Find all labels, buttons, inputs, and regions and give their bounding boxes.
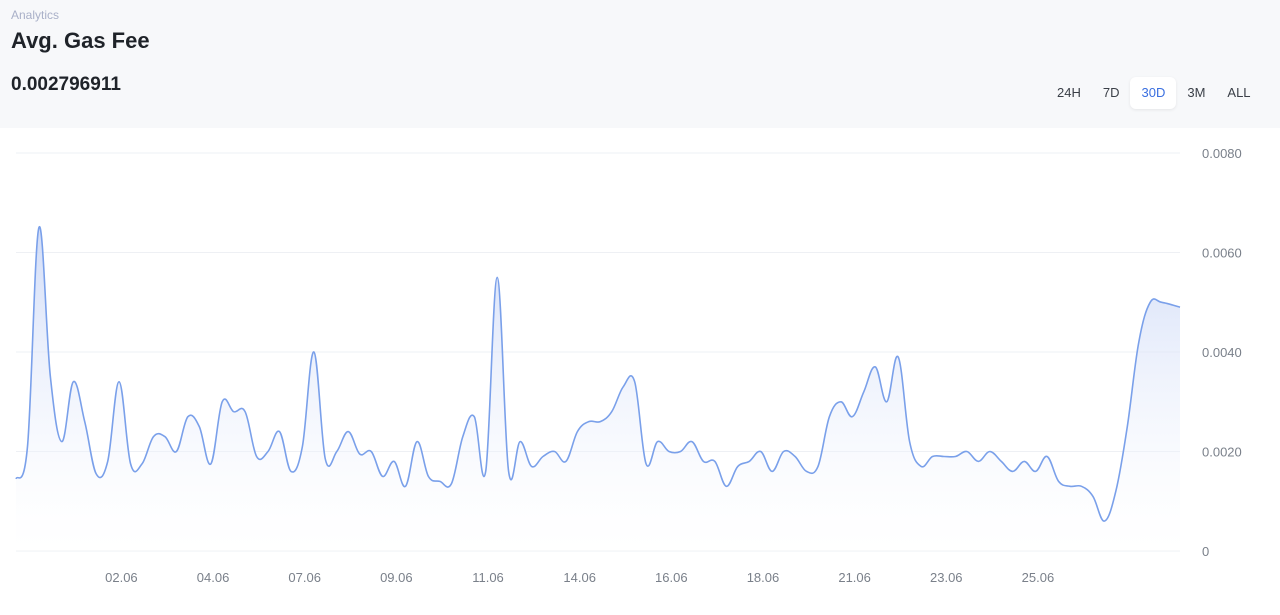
x-tick-label: 23.06: [930, 570, 963, 585]
range-tab-24h[interactable]: 24H: [1057, 85, 1081, 100]
y-tick-label: 0.0060: [1202, 246, 1242, 261]
gas-fee-chart[interactable]: 0 0.0020 0.0040 0.0060 0.0080 02.06 04.06 07.0…: [0, 128, 1280, 615]
x-tick-label: 04.06: [197, 570, 230, 585]
y-axis-ticks: 0 0.0020 0.0040 0.0060 0.0080: [1202, 146, 1242, 559]
current-value: 0.002796911: [11, 74, 121, 95]
x-tick-label: 18.06: [747, 570, 780, 585]
range-tab-3m[interactable]: 3M: [1187, 85, 1206, 100]
x-tick-label: 07.06: [288, 570, 321, 585]
x-tick-label: 25.06: [1022, 570, 1055, 585]
range-tab-7d[interactable]: 7D: [1102, 85, 1120, 100]
time-range-selector: 24H 7D 30D 3M ALL: [1046, 77, 1262, 109]
y-tick-label: 0.0080: [1202, 146, 1242, 161]
series-area-fill: [16, 226, 1180, 552]
page-title: Avg. Gas Fee: [11, 28, 150, 53]
chart-card: 0 0.0020 0.0040 0.0060 0.0080 02.06 04.06 07.0…: [0, 128, 1280, 615]
series-line: [15, 226, 1181, 522]
x-tick-label: 21.06: [838, 570, 871, 585]
x-tick-label: 16.06: [655, 570, 688, 585]
x-tick-label: 14.06: [563, 570, 596, 585]
x-axis-ticks: 02.06 04.06 07.06 09.06 11.06 14.06 16.06 18.06…: [105, 570, 1054, 585]
y-tick-label: 0.0020: [1202, 445, 1242, 460]
range-tab-all[interactable]: ALL: [1227, 85, 1251, 100]
x-tick-label: 02.06: [105, 570, 138, 585]
x-tick-label: 11.06: [472, 570, 504, 585]
y-tick-label: 0: [1202, 544, 1209, 559]
breadcrumb: Analytics: [11, 8, 60, 22]
x-tick-label: 09.06: [380, 570, 413, 585]
range-tab-30d[interactable]: 30D: [1130, 77, 1177, 109]
y-tick-label: 0.0040: [1202, 345, 1242, 360]
